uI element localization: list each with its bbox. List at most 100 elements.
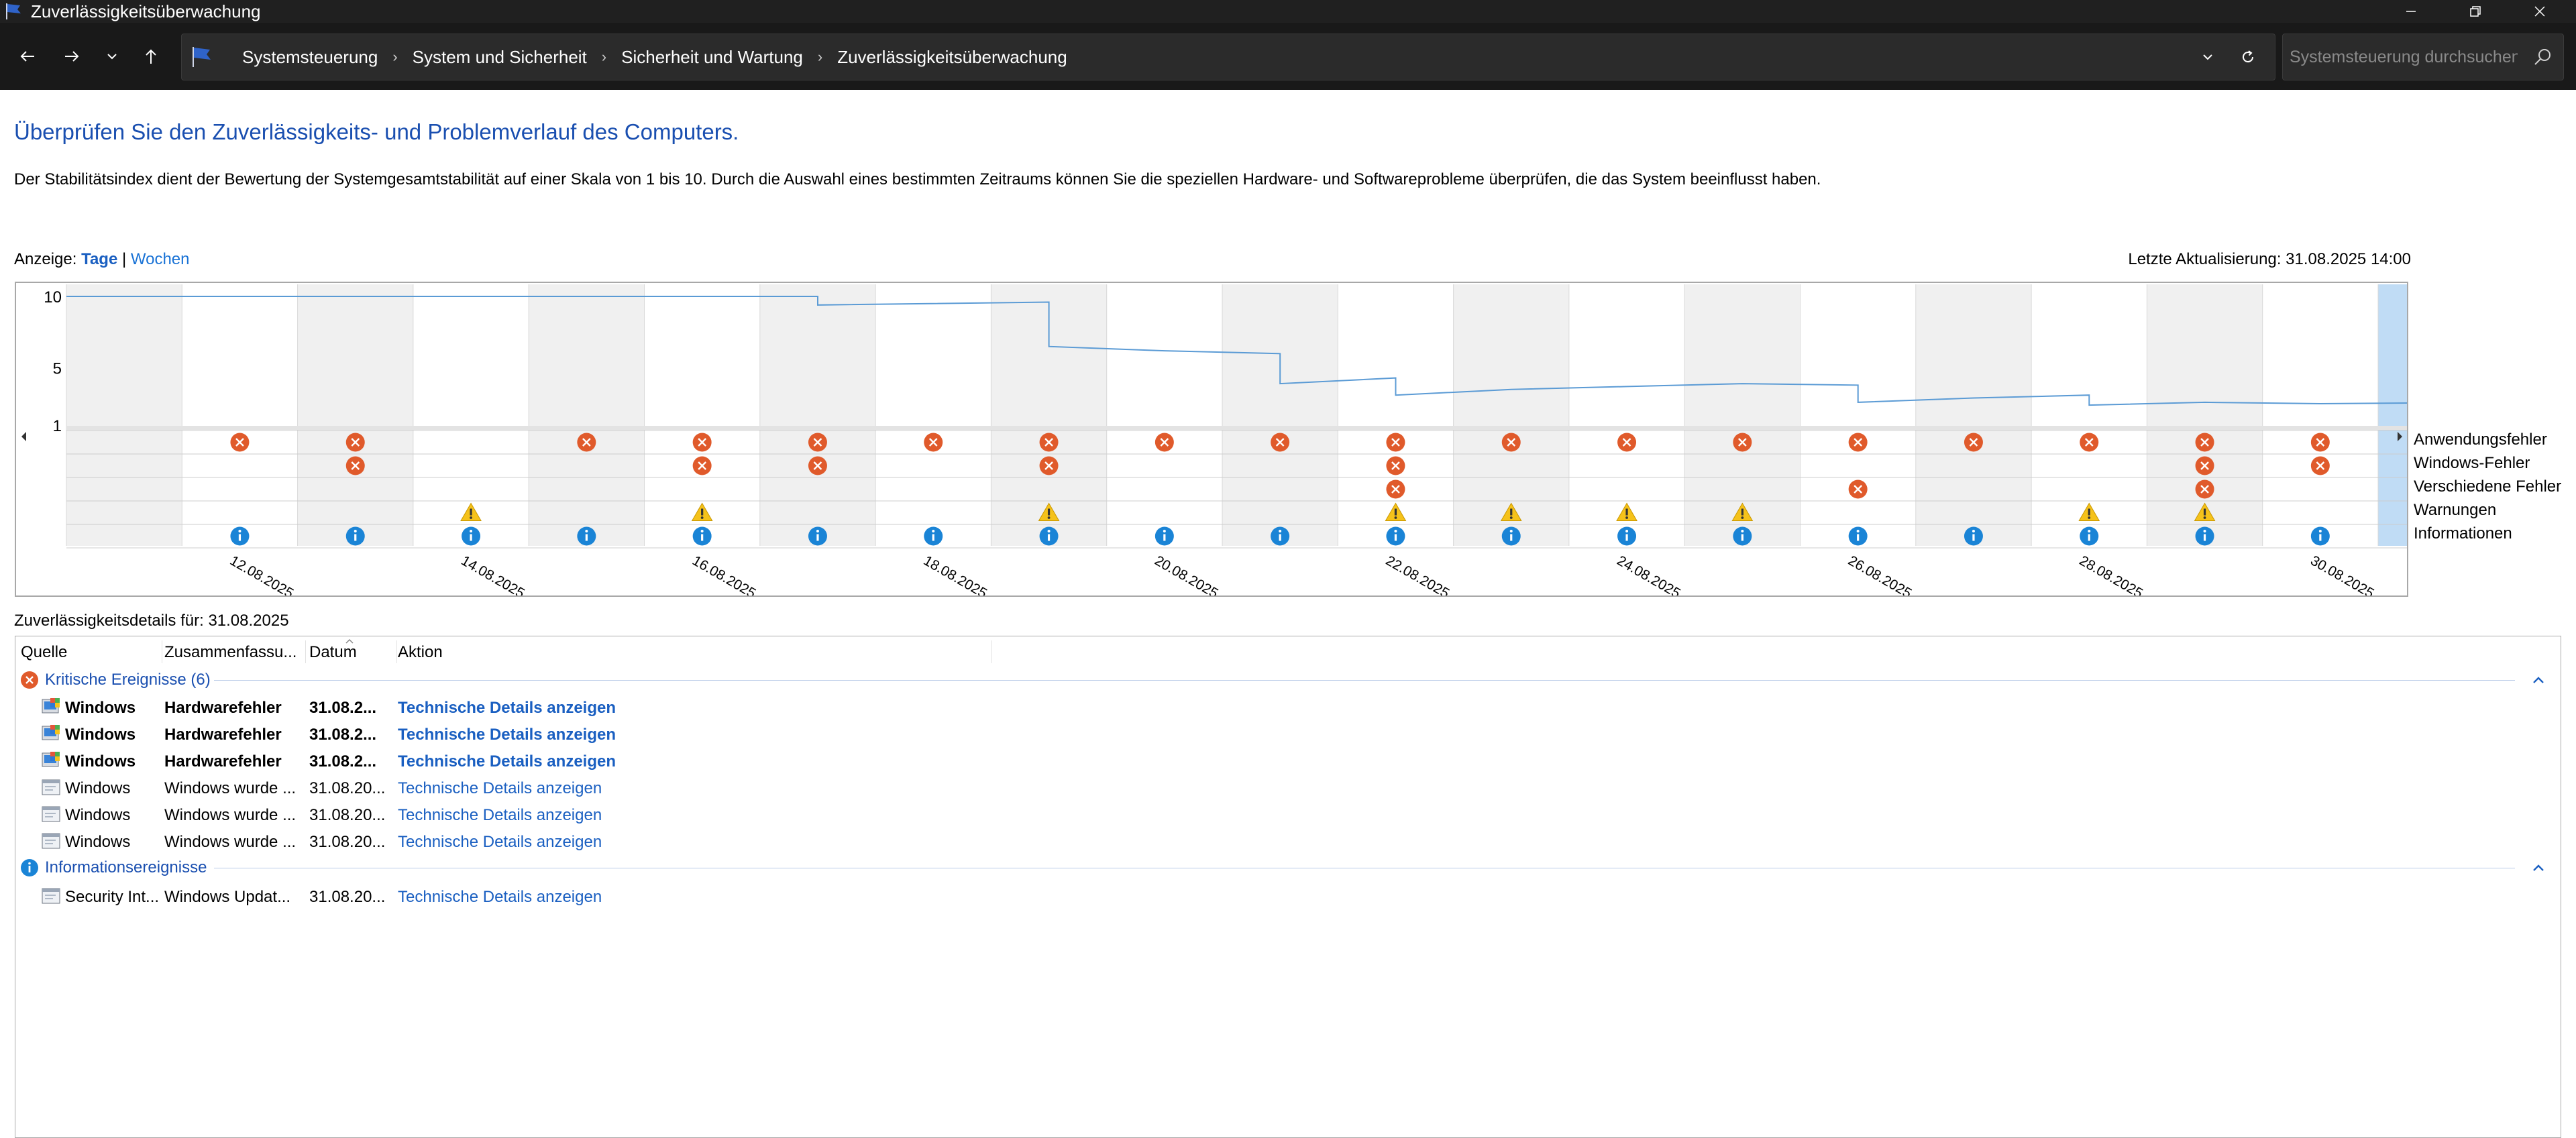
application-window-icon [42, 833, 60, 849]
day-column-25.08.2025[interactable] [1684, 284, 1801, 546]
info-icon-dot [1279, 530, 1282, 532]
info-icon-stem [585, 534, 588, 541]
row-label-application-errors: Anwendungsfehler [2414, 431, 2547, 449]
day-column-23.08.2025[interactable] [1453, 284, 1569, 546]
table-row[interactable]: Windows Windows wurde ... 31.08.20... Te… [15, 776, 2558, 800]
day-column-30.08.2025[interactable] [2262, 284, 2378, 546]
view-weeks-link[interactable]: Wochen [130, 250, 190, 268]
info-icon [21, 859, 38, 876]
chevron-up-icon[interactable] [2528, 669, 2548, 691]
group-information-events[interactable]: Informationsereignisse [19, 856, 2548, 879]
day-column-13.08.2025[interactable] [297, 284, 413, 546]
error-icon-cross [1738, 438, 1747, 447]
row-summary: Windows wurde ... [164, 779, 297, 797]
warning-icon-dot [1047, 516, 1051, 519]
day-column-26.08.2025[interactable] [1800, 284, 1916, 546]
scroll-left-icon[interactable] [21, 432, 26, 441]
forward-button[interactable] [55, 43, 89, 70]
day-column-11.08.2025[interactable] [66, 284, 182, 546]
technical-details-link[interactable]: Technische Details anzeigen [398, 888, 602, 906]
column-header-action[interactable]: Aktion [398, 643, 443, 661]
breadcrumb-sicherheit-und-wartung[interactable]: Sicherheit und Wartung [621, 46, 803, 67]
group-critical-events[interactable]: Kritische Ereignisse (6) [19, 669, 2548, 691]
row-date: 31.08.20... [309, 806, 386, 824]
search-input[interactable] [2288, 41, 2519, 73]
row-summary: Hardwarefehler [164, 752, 282, 771]
day-column-16.08.2025[interactable] [644, 284, 760, 546]
control-panel-flag-icon [193, 47, 211, 67]
x-tick-label: 22.08.2025 [1383, 553, 1452, 595]
address-bar[interactable]: Systemsteuerung › System und Sicherheit … [181, 34, 2275, 80]
minimize-button[interactable] [2379, 0, 2443, 23]
table-row[interactable]: Security Int... Windows Updat... 31.08.2… [15, 885, 2558, 909]
error-icon [21, 671, 38, 689]
view-selector: Anzeige: Tage | Wochen [14, 250, 190, 269]
search-icon[interactable] [2531, 45, 2555, 69]
chevron-up-icon[interactable] [2528, 856, 2548, 879]
table-row[interactable]: Windows Hardwarefehler 31.08.2... Techni… [15, 695, 2558, 720]
breadcrumb-zuverlaessigkeitsueberwachung[interactable]: Zuverlässigkeitsüberwachung [837, 46, 1067, 67]
technical-details-link[interactable]: Technische Details anzeigen [398, 726, 616, 744]
day-column-20.08.2025[interactable] [1106, 284, 1222, 546]
arrow-right-icon [65, 51, 79, 62]
scroll-right-icon[interactable] [2398, 432, 2402, 441]
day-column-22.08.2025[interactable] [1338, 284, 1454, 546]
technical-details-link[interactable]: Technische Details anzeigen [398, 699, 616, 717]
day-column-27.08.2025[interactable] [1915, 284, 2032, 546]
error-icon-cross [2200, 485, 2209, 494]
row-date: 31.08.20... [309, 833, 386, 851]
day-column-28.08.2025[interactable] [2031, 284, 2147, 546]
row-summary: Hardwarefehler [164, 726, 282, 744]
x-tick-label: 24.08.2025 [1614, 553, 1683, 595]
up-button[interactable] [134, 43, 168, 70]
search-box [2282, 34, 2564, 80]
row-date: 31.08.2... [309, 726, 377, 744]
technical-details-link[interactable]: Technische Details anzeigen [398, 752, 616, 771]
recent-locations-button[interactable] [95, 43, 129, 70]
page-description: Der Stabilitätsindex dient der Bewertung… [14, 170, 1821, 188]
column-separator[interactable] [991, 640, 992, 663]
day-column-17.08.2025[interactable] [759, 284, 876, 546]
address-dropdown-button[interactable] [2194, 44, 2221, 70]
breadcrumb-separator-icon: › [392, 48, 398, 65]
sort-ascending-icon [345, 638, 354, 644]
technical-details-link[interactable]: Technische Details anzeigen [398, 806, 602, 824]
info-icon-dot [470, 530, 473, 532]
info-icon-stem [1972, 534, 1975, 541]
view-days-link[interactable]: Tage [81, 250, 118, 268]
error-icon-cross [351, 438, 360, 447]
day-column-31.08.2025[interactable] [2378, 284, 2407, 546]
day-column-24.08.2025[interactable] [1568, 284, 1685, 546]
column-header-summary[interactable]: Zusammenfassu... [164, 643, 297, 661]
technical-details-link[interactable]: Technische Details anzeigen [398, 779, 602, 797]
info-icon-dot [2088, 530, 2091, 532]
back-button[interactable] [11, 43, 44, 70]
column-separator[interactable] [305, 640, 306, 663]
column-header-date[interactable]: Datum [309, 643, 357, 661]
details-title: Zuverlässigkeitsdetails für: 31.08.2025 [14, 612, 289, 630]
day-column-29.08.2025[interactable] [2147, 284, 2263, 546]
day-column-14.08.2025[interactable] [413, 284, 529, 546]
day-column-12.08.2025[interactable] [182, 284, 298, 546]
refresh-button[interactable] [2235, 44, 2261, 70]
breadcrumb-systemsteuerung[interactable]: Systemsteuerung [242, 46, 378, 67]
day-column-21.08.2025[interactable] [1222, 284, 1338, 546]
column-separator[interactable] [396, 640, 397, 663]
y-tick-label: 10 [44, 288, 62, 306]
day-column-15.08.2025[interactable] [529, 284, 645, 546]
table-row[interactable]: Windows Hardwarefehler 31.08.2... Techni… [15, 722, 2558, 746]
day-column-18.08.2025[interactable] [875, 284, 991, 546]
column-header-source[interactable]: Quelle [21, 643, 68, 661]
restore-button[interactable] [2443, 0, 2508, 23]
breadcrumb-system-und-sicherheit[interactable]: System und Sicherheit [412, 46, 587, 67]
table-row[interactable]: Windows Windows wurde ... 31.08.20... Te… [15, 803, 2558, 827]
application-window-icon [42, 888, 60, 904]
info-icon-dot [1856, 530, 1860, 532]
table-row[interactable]: Windows Windows wurde ... 31.08.20... Te… [15, 830, 2558, 854]
close-button[interactable] [2508, 0, 2572, 23]
technical-details-link[interactable]: Technische Details anzeigen [398, 833, 602, 851]
table-row[interactable]: Windows Hardwarefehler 31.08.2... Techni… [15, 749, 2558, 773]
warning-icon-dot [2088, 516, 2091, 519]
x-tick-label: 20.08.2025 [1152, 553, 1221, 595]
warning-icon-dot [1625, 516, 1628, 519]
